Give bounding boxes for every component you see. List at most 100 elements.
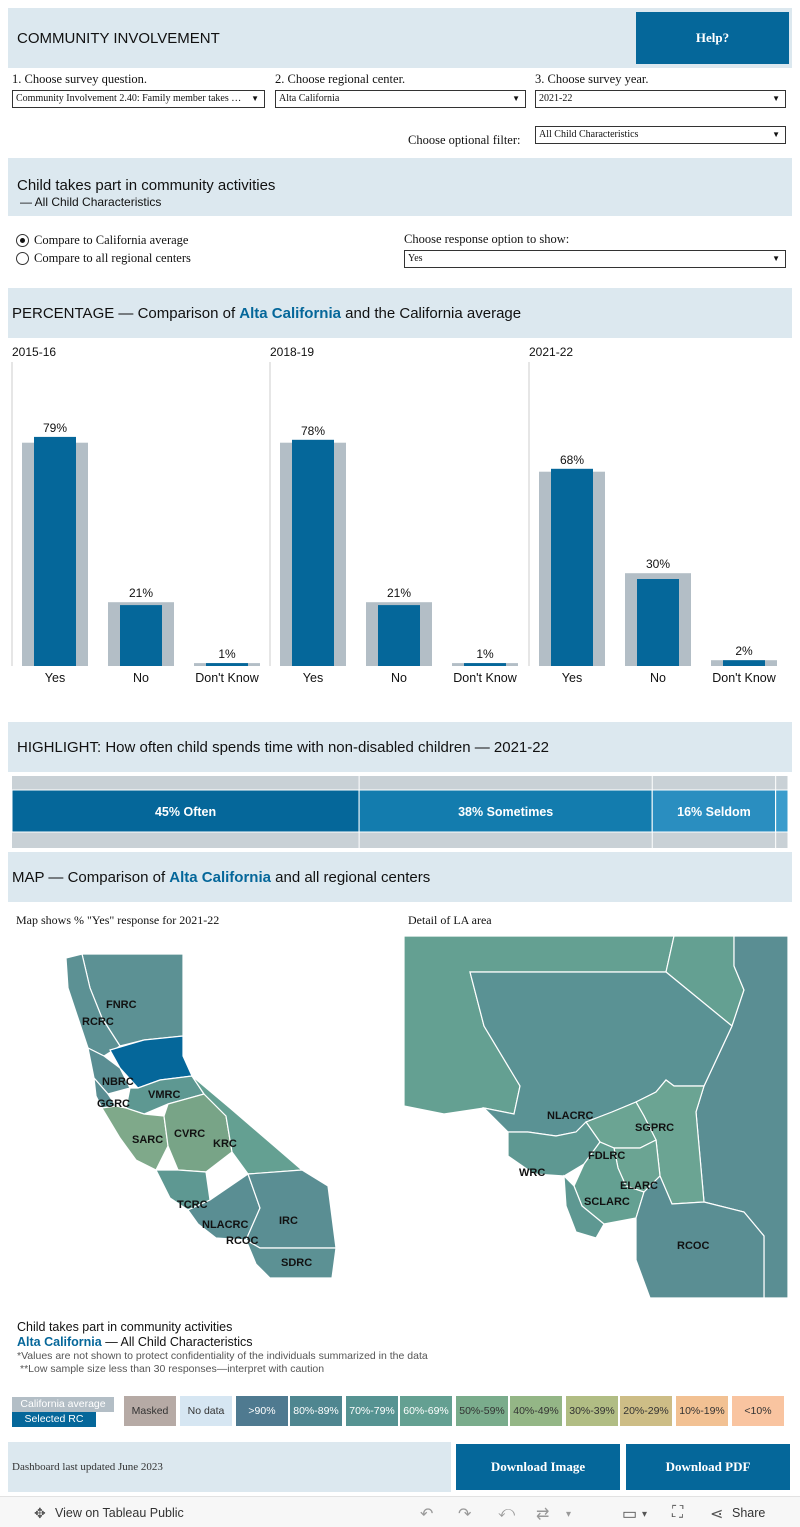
- highlight-segment[interactable]: [651, 789, 777, 833]
- highlight-title: HIGHLIGHT: How often child spends time w…: [17, 739, 549, 756]
- percentage-panel: [8, 288, 792, 338]
- legend-item: 60%-69%: [400, 1396, 452, 1426]
- redo-icon[interactable]: ↷: [458, 1506, 472, 1523]
- download-image-button[interactable]: Download Image: [456, 1444, 620, 1490]
- bar-selected-rc[interactable]: [551, 468, 593, 666]
- dropdown-arrow-icon: ▼: [772, 130, 780, 139]
- la-label-rcoc: RCOC: [677, 1240, 709, 1252]
- notes-rc-line: Alta California — All Child Characterist…: [17, 1335, 253, 1349]
- bar-selected-rc[interactable]: [637, 579, 679, 666]
- map-label-tcrc: TCRC: [177, 1199, 208, 1211]
- dropdown-arrow-icon: ▼: [512, 94, 520, 103]
- notes-rc-name: Alta California: [17, 1335, 102, 1349]
- legend-item: 80%-89%: [290, 1396, 342, 1426]
- compare-ca-radio[interactable]: [16, 234, 29, 247]
- footer-panel: [8, 1442, 451, 1492]
- la-label-nlacrc: NLACRC: [547, 1110, 593, 1122]
- la-label-wrc: WRC: [519, 1167, 545, 1179]
- la-detail-map[interactable]: NLACRC SGPRC FDLRC WRC ELARC SCLARC RCOC: [404, 936, 788, 1298]
- share-icon[interactable]: ⋖: [710, 1506, 724, 1523]
- bar-selected-rc[interactable]: [378, 605, 420, 666]
- legend-ca-average: California average: [12, 1397, 114, 1412]
- bar-value-label: 68%: [560, 453, 584, 467]
- optional-filter-select[interactable]: All Child Characteristics ▼: [535, 126, 786, 144]
- compare-all-radio[interactable]: [16, 252, 29, 265]
- revert-icon[interactable]: ⤺: [498, 1504, 516, 1521]
- tableau-toolbar: [0, 1496, 800, 1527]
- dropdown-arrow-icon: ▼: [251, 94, 259, 103]
- bar-value-label: 30%: [646, 557, 670, 571]
- legend-item: 70%-79%: [346, 1396, 398, 1426]
- optional-filter-label: Choose optional filter:: [408, 133, 521, 147]
- map-region-irc: [245, 1169, 337, 1249]
- view-on-tableau-link[interactable]: View on Tableau Public: [55, 1506, 184, 1520]
- highlight-segment[interactable]: [11, 789, 360, 833]
- bar-selected-rc[interactable]: [723, 660, 765, 666]
- map-label-sarc: SARC: [132, 1134, 163, 1146]
- download-pdf-button[interactable]: Download PDF: [626, 1444, 790, 1490]
- comment-dropdown-icon[interactable]: ▾: [642, 1509, 648, 1520]
- la-label-sclarc: SCLARC: [584, 1196, 630, 1208]
- help-button[interactable]: Help?: [636, 12, 789, 64]
- highlight-segment-label: 45% Often: [155, 805, 216, 819]
- percentage-rc-name: Alta California: [239, 305, 341, 322]
- bar-selected-rc[interactable]: [292, 439, 334, 666]
- legend-item: <10%: [732, 1396, 784, 1426]
- bar-value-label: 2%: [735, 644, 753, 658]
- la-label-elarc: ELARC: [620, 1180, 658, 1192]
- map-panel: [8, 852, 792, 902]
- comment-icon[interactable]: ▭: [622, 1506, 638, 1523]
- pause-dropdown-icon[interactable]: ▾: [566, 1509, 572, 1520]
- bar-value-label: 78%: [301, 424, 325, 438]
- question-select[interactable]: Community Involvement 2.40: Family membe…: [12, 90, 265, 108]
- bar-category-label: Don't Know: [195, 671, 260, 685]
- map-label-rcoc: RCOC: [226, 1235, 258, 1247]
- legend-item: 40%-49%: [510, 1396, 562, 1426]
- bar-value-label: 21%: [387, 586, 411, 600]
- undo-icon[interactable]: ↶: [420, 1506, 434, 1523]
- map-region-sdrc: [244, 1238, 337, 1279]
- la-label-fdlrc: FDLRC: [588, 1150, 625, 1162]
- bar-category-label: No: [133, 671, 149, 685]
- map-label-cvrc: CVRC: [174, 1128, 205, 1140]
- bar-selected-rc[interactable]: [206, 663, 248, 666]
- legend-item: 10%-19%: [676, 1396, 728, 1426]
- bar-selected-rc[interactable]: [464, 663, 506, 666]
- la-label-sgprc: SGPRC: [635, 1122, 674, 1134]
- map-label-nbrc: NBRC: [102, 1076, 134, 1088]
- question-panel: [8, 158, 792, 216]
- fullscreen-icon[interactable]: ⛶: [672, 1504, 684, 1521]
- bar-value-label: 21%: [129, 586, 153, 600]
- share-button[interactable]: Share: [732, 1506, 766, 1520]
- bar-selected-rc[interactable]: [34, 436, 76, 666]
- bar-category-label: Yes: [45, 671, 65, 685]
- compare-ca-label[interactable]: Compare to California average: [34, 233, 189, 247]
- la-region-rcoc: [635, 1174, 765, 1298]
- bar-category-label: No: [391, 671, 407, 685]
- map-label-fnrc: FNRC: [106, 999, 137, 1011]
- map-label-ggrc: GGRC: [97, 1098, 130, 1110]
- bar-value-label: 1%: [218, 647, 236, 661]
- refresh-icon[interactable]: ⇄: [536, 1506, 550, 1523]
- map-label-irc: IRC: [279, 1215, 298, 1227]
- map-label-krc: KRC: [213, 1138, 237, 1150]
- percentage-heading: PERCENTAGE — Comparison of Alta Californ…: [12, 305, 522, 322]
- dropdown-arrow-icon: ▼: [772, 254, 780, 263]
- response-select[interactable]: Yes ▼: [404, 250, 786, 268]
- highlight-segment-label: 16% Seldom: [677, 805, 751, 819]
- highlight-segment-label: 38% Sometimes: [458, 805, 553, 819]
- notes-title: Child takes part in community activities: [17, 1320, 233, 1334]
- la-region-harbor: [563, 1174, 605, 1239]
- compare-all-label[interactable]: Compare to all regional centers: [34, 251, 191, 265]
- highlight-segment[interactable]: [775, 789, 789, 833]
- bar-category-label: Don't Know: [712, 671, 777, 685]
- bar-selected-rc[interactable]: [120, 605, 162, 666]
- bar-category-label: Yes: [562, 671, 582, 685]
- map-rc-name: Alta California: [169, 869, 271, 886]
- highlight-stacked-bar: 45% Often 38% Sometimes 16% Seldom: [11, 776, 789, 848]
- california-map[interactable]: FNRC RCRC NBRC GGRC VMRC SARC CVRC KRC T…: [60, 948, 350, 1283]
- panel-year-label: 2015-16: [12, 345, 56, 359]
- year-select[interactable]: 2021-22 ▼: [535, 90, 786, 108]
- rc-select[interactable]: Alta California ▼: [275, 90, 526, 108]
- map-label-rcrc: RCRC: [82, 1016, 114, 1028]
